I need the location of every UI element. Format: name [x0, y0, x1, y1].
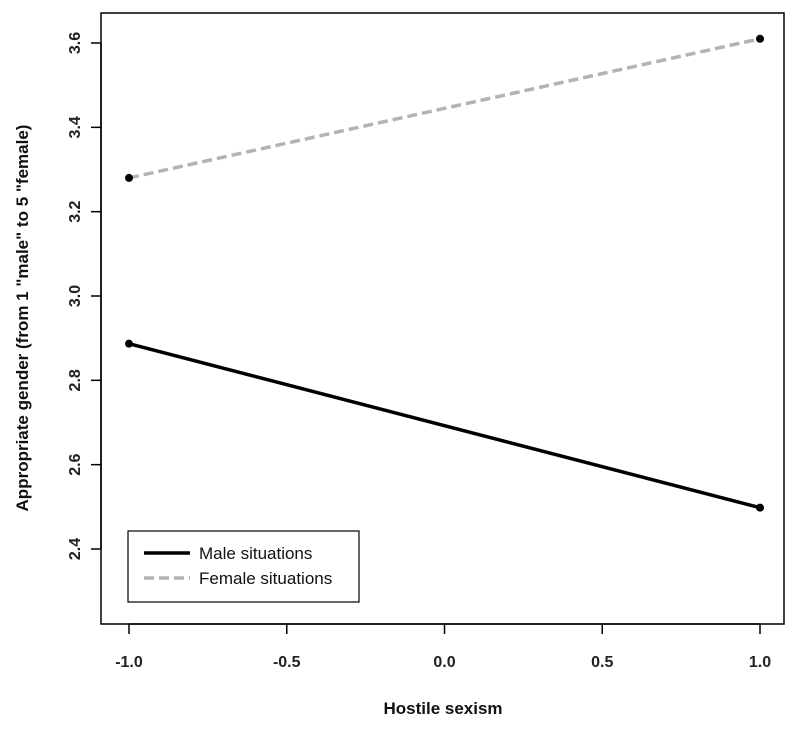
y-tick-label: 3.2 — [67, 200, 84, 222]
x-axis-title: Hostile sexism — [383, 699, 502, 718]
x-tick-label: 0.0 — [433, 654, 455, 671]
data-point — [756, 34, 764, 43]
legend: Male situations Female situations — [127, 530, 360, 603]
x-tick-label: 1.0 — [749, 654, 771, 671]
x-tick-label: -1.0 — [115, 654, 143, 671]
legend-label-male: Male situations — [199, 544, 312, 563]
data-point — [125, 173, 133, 182]
legend-label-female: Female situations — [199, 569, 332, 588]
y-tick-label: 2.8 — [67, 369, 84, 391]
series-line-0 — [128, 341, 761, 510]
data-point — [756, 503, 764, 512]
y-tick-label: 3.6 — [67, 32, 84, 54]
series-layer — [125, 34, 764, 512]
y-tick-label: 3.0 — [67, 285, 84, 307]
x-axis: -1.0 -0.5 0.0 0.5 1.0 — [115, 623, 771, 671]
series-line-1 — [128, 37, 761, 180]
y-tick-label: 3.4 — [67, 116, 84, 138]
x-tick-label: -0.5 — [273, 654, 301, 671]
y-axis: 2.4 2.6 2.8 3.0 3.2 3.4 3.6 — [67, 32, 102, 560]
data-point — [125, 339, 133, 348]
legend-box — [127, 530, 360, 603]
y-tick-label: 2.4 — [67, 538, 84, 560]
y-axis-title: Appropriate gender (from 1 "male" to 5 "… — [13, 125, 32, 512]
y-tick-label: 2.6 — [67, 453, 84, 475]
x-tick-label: 0.5 — [591, 654, 613, 671]
